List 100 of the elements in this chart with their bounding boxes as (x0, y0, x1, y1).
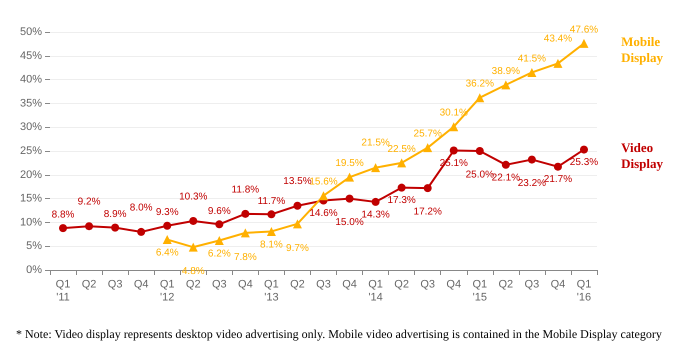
point (398, 184, 406, 192)
x-tick-label: Q1 '16 (576, 278, 592, 304)
data-label: 38.9% (492, 66, 520, 77)
point (528, 156, 536, 164)
data-label: 15.0% (335, 217, 364, 228)
data-label: 9.6% (208, 206, 231, 217)
point (346, 194, 354, 203)
y-tick-label: 0% (26, 264, 42, 276)
data-label: 25.7% (414, 128, 442, 140)
data-label: 9.3% (156, 207, 179, 218)
data-label: 6.2% (208, 248, 231, 260)
data-label: 11.7% (258, 196, 286, 207)
x-tick-label: Q2 (498, 278, 514, 290)
point (502, 160, 510, 169)
x-tick-label: Q3 (108, 278, 122, 290)
y-tick-label: 15% (20, 192, 42, 205)
point (85, 222, 94, 230)
point (162, 235, 172, 244)
x-tick-label: Q4 (342, 278, 357, 290)
data-label: 19.5% (335, 158, 364, 170)
point (580, 146, 588, 154)
point (449, 122, 458, 132)
x-tick-label: Q1 '13 (264, 278, 279, 304)
data-label: 11.8% (232, 184, 260, 196)
y-tick-label: 40% (20, 74, 42, 86)
data-label: 41.5% (518, 53, 546, 64)
data-label: 17.2% (414, 206, 442, 218)
text: Mobile Display (621, 34, 664, 65)
data-label: 14.3% (361, 209, 390, 220)
data-label: 25.3% (570, 157, 598, 168)
x-tick-label: Q3 (420, 278, 436, 290)
data-label: 8.1% (260, 239, 283, 250)
data-label: 8.0% (130, 202, 153, 214)
x-tick-label: Q4 (238, 278, 253, 290)
data-label: 9.7% (286, 242, 309, 254)
point (475, 93, 484, 102)
y-tick-label: 35% (20, 97, 42, 110)
x-tick-label: Q3 (524, 278, 540, 290)
point (215, 220, 224, 228)
point (397, 158, 406, 168)
point (292, 219, 302, 228)
y-tick-label: 25% (20, 145, 42, 157)
y-tick-label: 20% (20, 168, 42, 181)
data-label: 9.2% (78, 196, 101, 208)
data-label: 14.6% (309, 208, 338, 220)
point (450, 146, 458, 155)
data-label: 43.4% (544, 33, 572, 44)
data-label: 8.9% (104, 209, 127, 220)
point (372, 198, 380, 206)
point (214, 236, 224, 245)
point (267, 210, 276, 218)
y-tick-label: 45% (20, 50, 42, 62)
data-label: 6.4% (156, 248, 179, 259)
point (527, 68, 536, 77)
point (554, 162, 562, 171)
data-label: 8.8% (52, 210, 75, 221)
data-label: 17.3% (387, 195, 416, 206)
x-tick-label: Q1 '14 (368, 278, 383, 304)
y-tick-label: 10% (20, 216, 42, 228)
point (423, 143, 432, 152)
data-label: 21.5% (361, 138, 390, 149)
point (371, 163, 380, 172)
x-tick-label: Q4 (550, 278, 566, 290)
point (345, 172, 354, 182)
x-tick-label: Q1 '15 (472, 278, 488, 304)
x-tick-label: Q3 (212, 278, 227, 290)
data-label: 22.5% (387, 144, 416, 155)
point (189, 216, 198, 225)
point (163, 222, 172, 230)
x-tick-label: Q1 '12 (160, 278, 175, 304)
data-label: 4.8% (182, 266, 205, 278)
point (188, 242, 198, 252)
x-tick-label: Q2 (82, 278, 96, 290)
x-tick-label: Q3 (316, 278, 331, 290)
point (111, 224, 120, 232)
text: * Note: Video display represents desktop video advertising only. Mobile video advertising is contained in the Mobile Display category (16, 327, 662, 341)
x-tick-label: Q1 '11 (56, 278, 70, 304)
point (241, 210, 250, 218)
x-tick-label: Q2 (394, 278, 409, 290)
point (59, 224, 68, 232)
point (501, 80, 510, 90)
y-tick-label: 5% (26, 240, 42, 252)
x-tick-label: Q2 (290, 278, 305, 290)
data-label: 23.2% (518, 178, 546, 190)
point (476, 147, 484, 155)
data-label: 10.3% (179, 191, 208, 202)
x-tick-label: Q4 (446, 278, 462, 290)
data-label: 36.2% (466, 78, 494, 90)
point (553, 58, 562, 68)
point (319, 191, 328, 200)
data-label: 7.8% (234, 252, 257, 263)
point (293, 202, 302, 210)
y-tick-label: 50% (20, 26, 42, 38)
data-label: 47.6% (570, 24, 598, 36)
text: Video Display (621, 140, 664, 172)
x-tick-label: Q4 (134, 278, 149, 290)
point (424, 184, 432, 192)
point (240, 228, 250, 238)
x-tick-label: Q2 (186, 278, 201, 290)
point (137, 228, 146, 236)
